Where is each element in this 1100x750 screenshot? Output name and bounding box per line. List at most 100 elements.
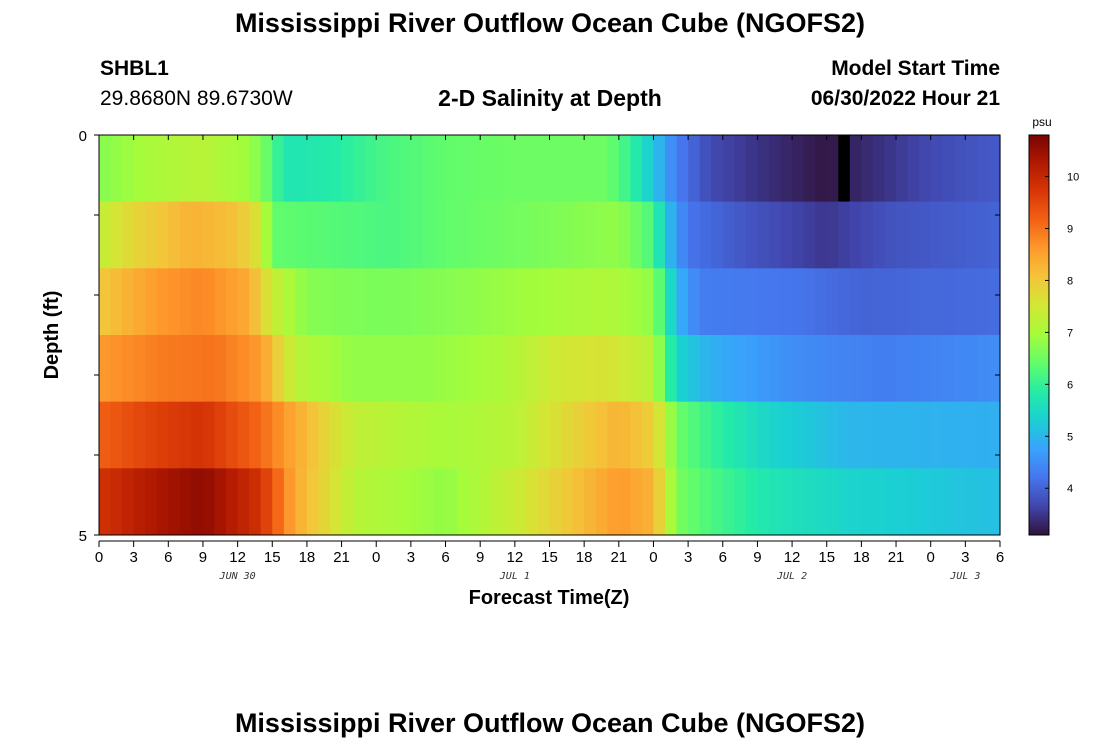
- x-tick-label: 0: [372, 549, 380, 566]
- heatmap-cell: [699, 335, 712, 403]
- heatmap-cell: [99, 468, 112, 536]
- heatmap-cell: [919, 468, 932, 536]
- heatmap-cell: [318, 401, 331, 469]
- heatmap-cell: [884, 468, 897, 536]
- colorbar: psu 4 5 6 7 8 9 10: [1028, 115, 1079, 536]
- heatmap-cell: [872, 201, 886, 269]
- colorbar-unit: psu: [1032, 115, 1051, 129]
- heatmap-cell: [699, 135, 712, 203]
- heatmap-cell: [976, 201, 990, 269]
- heatmap-cell: [849, 335, 862, 403]
- heatmap-cell: [630, 335, 643, 403]
- heatmap-cell: [364, 201, 377, 269]
- heatmap-cell: [815, 135, 828, 203]
- heatmap-cell: [433, 268, 447, 336]
- heatmap-cell: [468, 135, 481, 203]
- heatmap-cell: [838, 401, 851, 469]
- heatmap-cell: [618, 201, 631, 269]
- heatmap-cell: [768, 401, 782, 469]
- colorbar-tick-label: 7: [1067, 327, 1073, 339]
- heatmap-cell: [976, 268, 990, 336]
- heatmap-cell: [445, 468, 458, 536]
- heatmap-cell: [745, 335, 759, 403]
- x-axis: 0 3 6 9 12 15 18 21 0 3 6 9 12 15 18 21 0 3 6 9 12 15 18 21 0 3 6 J…: [95, 135, 1004, 582]
- heatmap-cell: [884, 335, 897, 403]
- heatmap-cell: [387, 135, 400, 203]
- x-tick-label: 18: [576, 549, 593, 566]
- heatmap-cell: [156, 135, 169, 203]
- heatmap-cell: [826, 401, 839, 469]
- heatmap-cell: [665, 201, 678, 269]
- heatmap-cell: [99, 268, 112, 336]
- heatmap-cell: [595, 335, 608, 403]
- x-tick-label: 3: [961, 549, 969, 566]
- heatmap-cell: [168, 201, 181, 269]
- heatmap-cell: [676, 335, 689, 403]
- heatmap-cell: [780, 135, 793, 203]
- heatmap-cell: [226, 135, 239, 203]
- heatmap-cell: [976, 335, 990, 403]
- heatmap-cell: [965, 401, 978, 469]
- heatmap-cell: [202, 401, 216, 469]
- heatmap-cell: [237, 468, 250, 536]
- heatmap-cell: [549, 401, 562, 469]
- heatmap-cell: [110, 401, 123, 469]
- heatmap-cell: [133, 335, 146, 403]
- heatmap-cell: [468, 201, 481, 269]
- date-label: JUL 3: [949, 571, 980, 582]
- heatmap-cell: [572, 135, 585, 203]
- x-tick-label: 6: [164, 549, 172, 566]
- heatmap-cell: [306, 401, 320, 469]
- date-label: JUN 30: [219, 571, 256, 582]
- heatmap-cell: [364, 335, 377, 403]
- heatmap-cell: [872, 335, 886, 403]
- heatmap-cell: [122, 335, 135, 403]
- heatmap-cell: [849, 401, 862, 469]
- heatmap-cell: [826, 468, 839, 536]
- heatmap-cell: [237, 401, 250, 469]
- heatmap-cell: [376, 201, 389, 269]
- heatmap-cell: [942, 468, 955, 536]
- heatmap-cell: [965, 201, 978, 269]
- heatmap-cell: [826, 268, 839, 336]
- heatmap-cell: [410, 335, 424, 403]
- heatmap-cell: [757, 201, 770, 269]
- heatmap-cell: [872, 468, 886, 536]
- x-tick-label: 15: [264, 549, 281, 566]
- y-axis: 05: [79, 128, 1000, 545]
- heatmap-cell: [919, 268, 932, 336]
- heatmap-cell: [953, 401, 966, 469]
- heatmap-cell: [272, 201, 285, 269]
- heatmap-cell: [306, 201, 320, 269]
- heatmap-cell: [699, 268, 712, 336]
- heatmap-cell: [988, 401, 1001, 469]
- heatmap-cell: [688, 401, 701, 469]
- heatmap-cell: [399, 268, 412, 336]
- heatmap-cell: [422, 335, 435, 403]
- x-tick-label: 9: [199, 549, 207, 566]
- colorbar-tick-label: 6: [1067, 379, 1073, 391]
- heatmap-cell: [330, 468, 343, 536]
- heatmap-cell: [745, 135, 759, 203]
- y-tick-label-bottom: 5: [79, 528, 87, 545]
- heatmap-cell: [376, 135, 389, 203]
- heatmap-cell: [572, 201, 585, 269]
- heatmap-cell: [249, 268, 262, 336]
- heatmap-cell: [110, 135, 123, 203]
- heatmap-cell: [306, 468, 320, 536]
- heatmap-cell: [399, 201, 412, 269]
- heatmap-cell: [976, 135, 990, 203]
- x-tick-label: 21: [333, 549, 350, 566]
- heatmap-cell: [237, 135, 250, 203]
- heatmap-cell: [826, 335, 839, 403]
- heatmap-cell: [815, 401, 828, 469]
- heatmap-cell: [930, 268, 943, 336]
- heatmap-cell: [572, 268, 585, 336]
- heatmap-cell: [306, 268, 320, 336]
- heatmap-cell: [422, 201, 435, 269]
- heatmap-cell: [226, 201, 239, 269]
- heatmap-cell: [561, 135, 574, 203]
- heatmap-cell: [410, 135, 424, 203]
- heatmap-cell: [584, 135, 597, 203]
- heatmap-cell: [503, 401, 516, 469]
